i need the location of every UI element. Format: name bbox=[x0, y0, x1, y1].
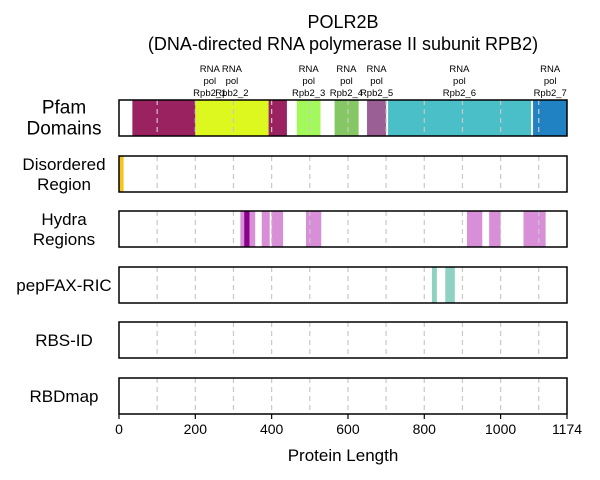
chart-title-line-1: POLR2B bbox=[307, 12, 378, 32]
domain-annotation-1-line-1: pol bbox=[226, 76, 239, 87]
x-tick-label-6: 1174 bbox=[552, 421, 582, 437]
domain-annotation-1-line-2: Rpb2_2 bbox=[215, 88, 248, 99]
track-1-frame bbox=[118, 155, 568, 193]
x-tick-label-1: 200 bbox=[184, 421, 208, 437]
track-3-segment-0 bbox=[431, 267, 437, 303]
chart-title-line-2: (DNA-directed RNA polymerase II subunit … bbox=[148, 34, 538, 54]
domain-annotation-4-line-1: pol bbox=[370, 76, 383, 87]
track-0-segment-1 bbox=[195, 100, 269, 136]
track-2-frame bbox=[118, 210, 568, 248]
track-4: RBS-ID bbox=[35, 321, 568, 359]
track-2-segment-7 bbox=[489, 211, 501, 247]
track-2-segment-6 bbox=[467, 211, 483, 247]
track-2-segment-2 bbox=[249, 211, 256, 247]
domain-annotation-2-line-2: Rpb2_3 bbox=[292, 88, 325, 99]
track-0-segment-0 bbox=[132, 100, 196, 136]
track-5-frame bbox=[118, 377, 568, 415]
track-4-label-line-0: RBS-ID bbox=[35, 331, 93, 350]
chart-title: POLR2B (DNA-directed RNA polymerase II s… bbox=[148, 12, 538, 54]
track-4-frame bbox=[118, 321, 568, 359]
domain-annotation-6-line-1: pol bbox=[544, 76, 557, 87]
tracks-group: PfamDomainsRNApolRpb2_1RNApolRpb2_2RNApo… bbox=[16, 64, 568, 415]
track-0-segment-7 bbox=[533, 100, 567, 136]
domain-annotation-0-line-2: Rpb2_1 bbox=[193, 88, 226, 99]
x-tick-label-4: 800 bbox=[413, 421, 437, 437]
track-2-segment-3 bbox=[261, 211, 270, 247]
track-0-segment-2 bbox=[268, 100, 287, 136]
track-2-segment-8 bbox=[523, 211, 546, 247]
track-2-segment-4 bbox=[271, 211, 284, 247]
track-0-segment-6 bbox=[388, 100, 532, 136]
track-3-segment-1 bbox=[445, 267, 455, 303]
domain-annotation-6-line-0: RNA bbox=[540, 64, 561, 75]
track-1-label-line-1: Region bbox=[37, 175, 91, 194]
track-0-frame bbox=[118, 99, 568, 137]
track-0-label-line-0: Pfam bbox=[42, 98, 86, 119]
track-0-segment-4 bbox=[334, 100, 359, 136]
domain-annotation-0-line-1: pol bbox=[203, 76, 216, 87]
domain-annotation-5-line-0: RNA bbox=[449, 64, 470, 75]
track-0-label-line-1: Domains bbox=[27, 119, 102, 140]
x-tick-label-2: 400 bbox=[260, 421, 284, 437]
domain-annotation-1-line-0: RNA bbox=[222, 64, 243, 75]
domain-annotation-2-line-0: RNA bbox=[299, 64, 320, 75]
track-3-label-line-0: pepFAX-RIC bbox=[16, 276, 111, 295]
domain-annotation-3-line-2: Rpb2_4 bbox=[330, 88, 363, 99]
domain-annotation-4-line-2: Rpb2_5 bbox=[360, 88, 393, 99]
domain-annotation-5-line-1: pol bbox=[453, 76, 466, 87]
domain-annotation-5-line-2: Rpb2_6 bbox=[443, 88, 476, 99]
x-tick-label-5: 1000 bbox=[485, 421, 516, 437]
x-tick-label-3: 600 bbox=[336, 421, 360, 437]
domain-annotation-0-line-0: RNA bbox=[200, 64, 221, 75]
x-tick-label-0: 0 bbox=[115, 421, 123, 437]
domain-annotation-3-line-1: pol bbox=[340, 76, 353, 87]
x-axis-label: Protein Length bbox=[288, 446, 399, 465]
track-2-segment-5 bbox=[305, 211, 322, 247]
track-2-segment-1 bbox=[244, 211, 250, 247]
track-1-label-line-0: Disordered bbox=[22, 155, 105, 174]
x-axis: 0 200 400 600 800 1000 1174 bbox=[115, 414, 582, 437]
track-3-frame bbox=[118, 266, 568, 304]
domain-annotation-3-line-0: RNA bbox=[336, 64, 357, 75]
domain-annotation-4-line-0: RNA bbox=[367, 64, 388, 75]
track-5-label-line-0: RBDmap bbox=[30, 387, 99, 406]
track-3: pepFAX-RIC bbox=[16, 266, 568, 304]
track-0: PfamDomainsRNApolRpb2_1RNApolRpb2_2RNApo… bbox=[27, 64, 568, 140]
track-2-label-line-1: Regions bbox=[33, 230, 95, 249]
track-2-segment-0 bbox=[240, 211, 245, 247]
track-5: RBDmap bbox=[30, 377, 568, 415]
track-0-segment-3 bbox=[296, 100, 321, 136]
track-2-label-line-0: Hydra bbox=[41, 210, 87, 229]
track-0-segment-5 bbox=[367, 100, 387, 136]
track-1-segment-0 bbox=[119, 156, 124, 192]
domain-annotation-6-line-2: Rpb2_7 bbox=[534, 88, 567, 99]
domain-annotation-2-line-1: pol bbox=[302, 76, 315, 87]
